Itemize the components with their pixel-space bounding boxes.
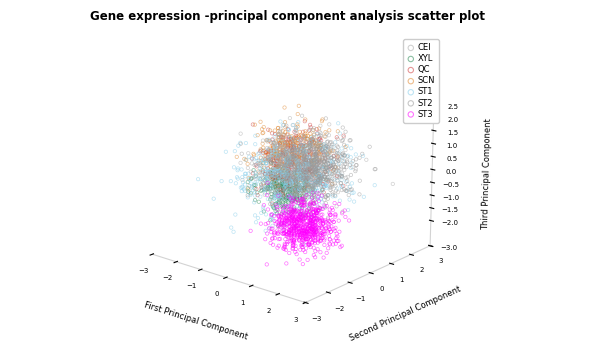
Y-axis label: Second Principal Component: Second Principal Component: [348, 285, 463, 343]
Title: Gene expression -principal component analysis scatter plot: Gene expression -principal component ana…: [91, 10, 485, 23]
Legend: CEI, XYL, QC, SCN, ST1, ST2, ST3: CEI, XYL, QC, SCN, ST1, ST2, ST3: [403, 39, 439, 123]
X-axis label: First Principal Component: First Principal Component: [143, 301, 249, 342]
